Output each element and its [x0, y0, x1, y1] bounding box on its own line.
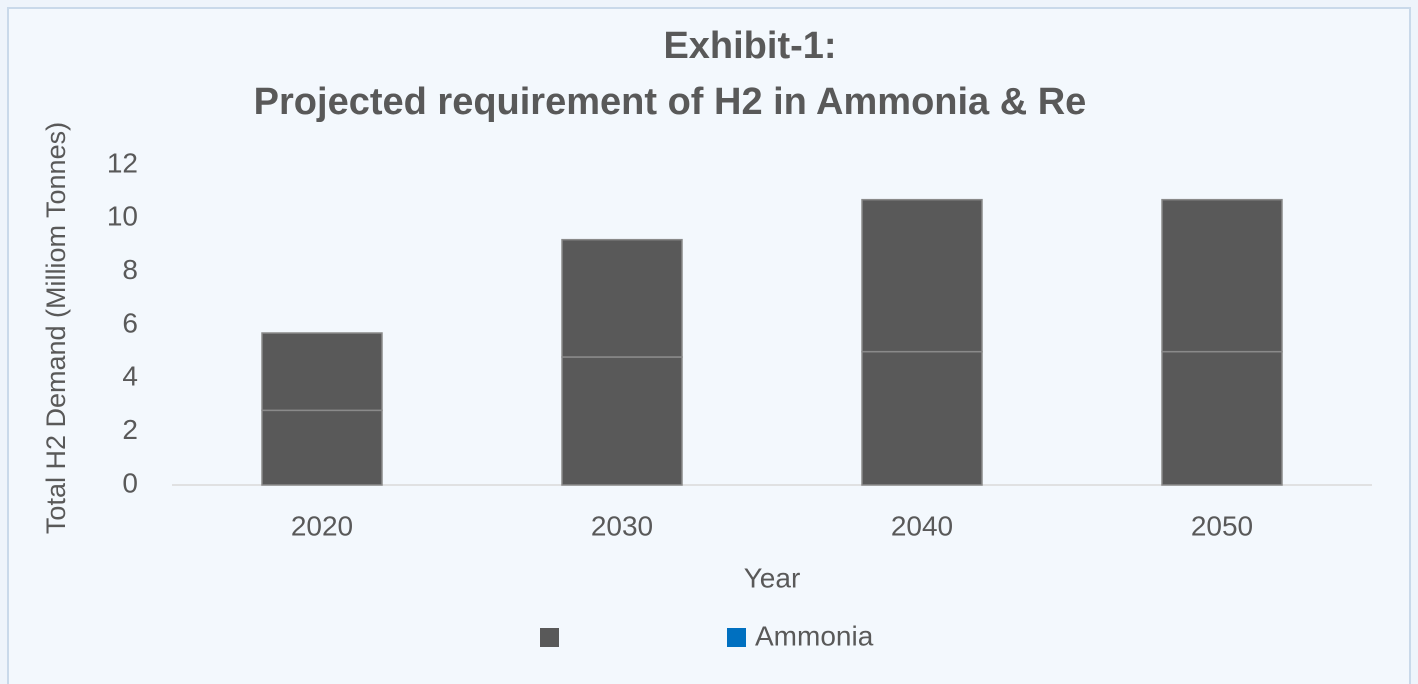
bar-segment [561, 238, 683, 358]
y-tick-label: 8 [122, 254, 138, 285]
x-tick-label: 2040 [891, 510, 953, 541]
legend-swatch [540, 628, 559, 647]
y-tick-label: 2 [122, 414, 138, 445]
legend-label: Ammonia [755, 620, 874, 651]
x-axis-label: Year [744, 562, 801, 593]
x-tick-label: 2020 [291, 510, 353, 541]
bar-segment [861, 350, 983, 486]
chart-title: Exhibit-1: [663, 25, 836, 67]
chart-title: Projected requirement of H2 in Ammonia &… [254, 81, 1087, 123]
bar-segment [261, 332, 383, 412]
y-tick-label: 0 [122, 467, 138, 498]
y-tick-label: 4 [122, 361, 138, 392]
bar-segment [261, 409, 383, 486]
y-axis-label: Total H2 Demand (Milliom Tonnes) [41, 122, 71, 534]
bar-segment [561, 356, 683, 486]
y-tick-label: 10 [107, 201, 138, 232]
bar-segment [1161, 350, 1283, 486]
x-tick-label: 2050 [1191, 510, 1253, 541]
bar-segment [1161, 198, 1283, 353]
y-tick-label: 6 [122, 307, 138, 338]
y-tick-label: 12 [107, 147, 138, 178]
legend-swatch [727, 628, 746, 647]
bar-segment [861, 198, 983, 353]
x-tick-label: 2030 [591, 510, 653, 541]
